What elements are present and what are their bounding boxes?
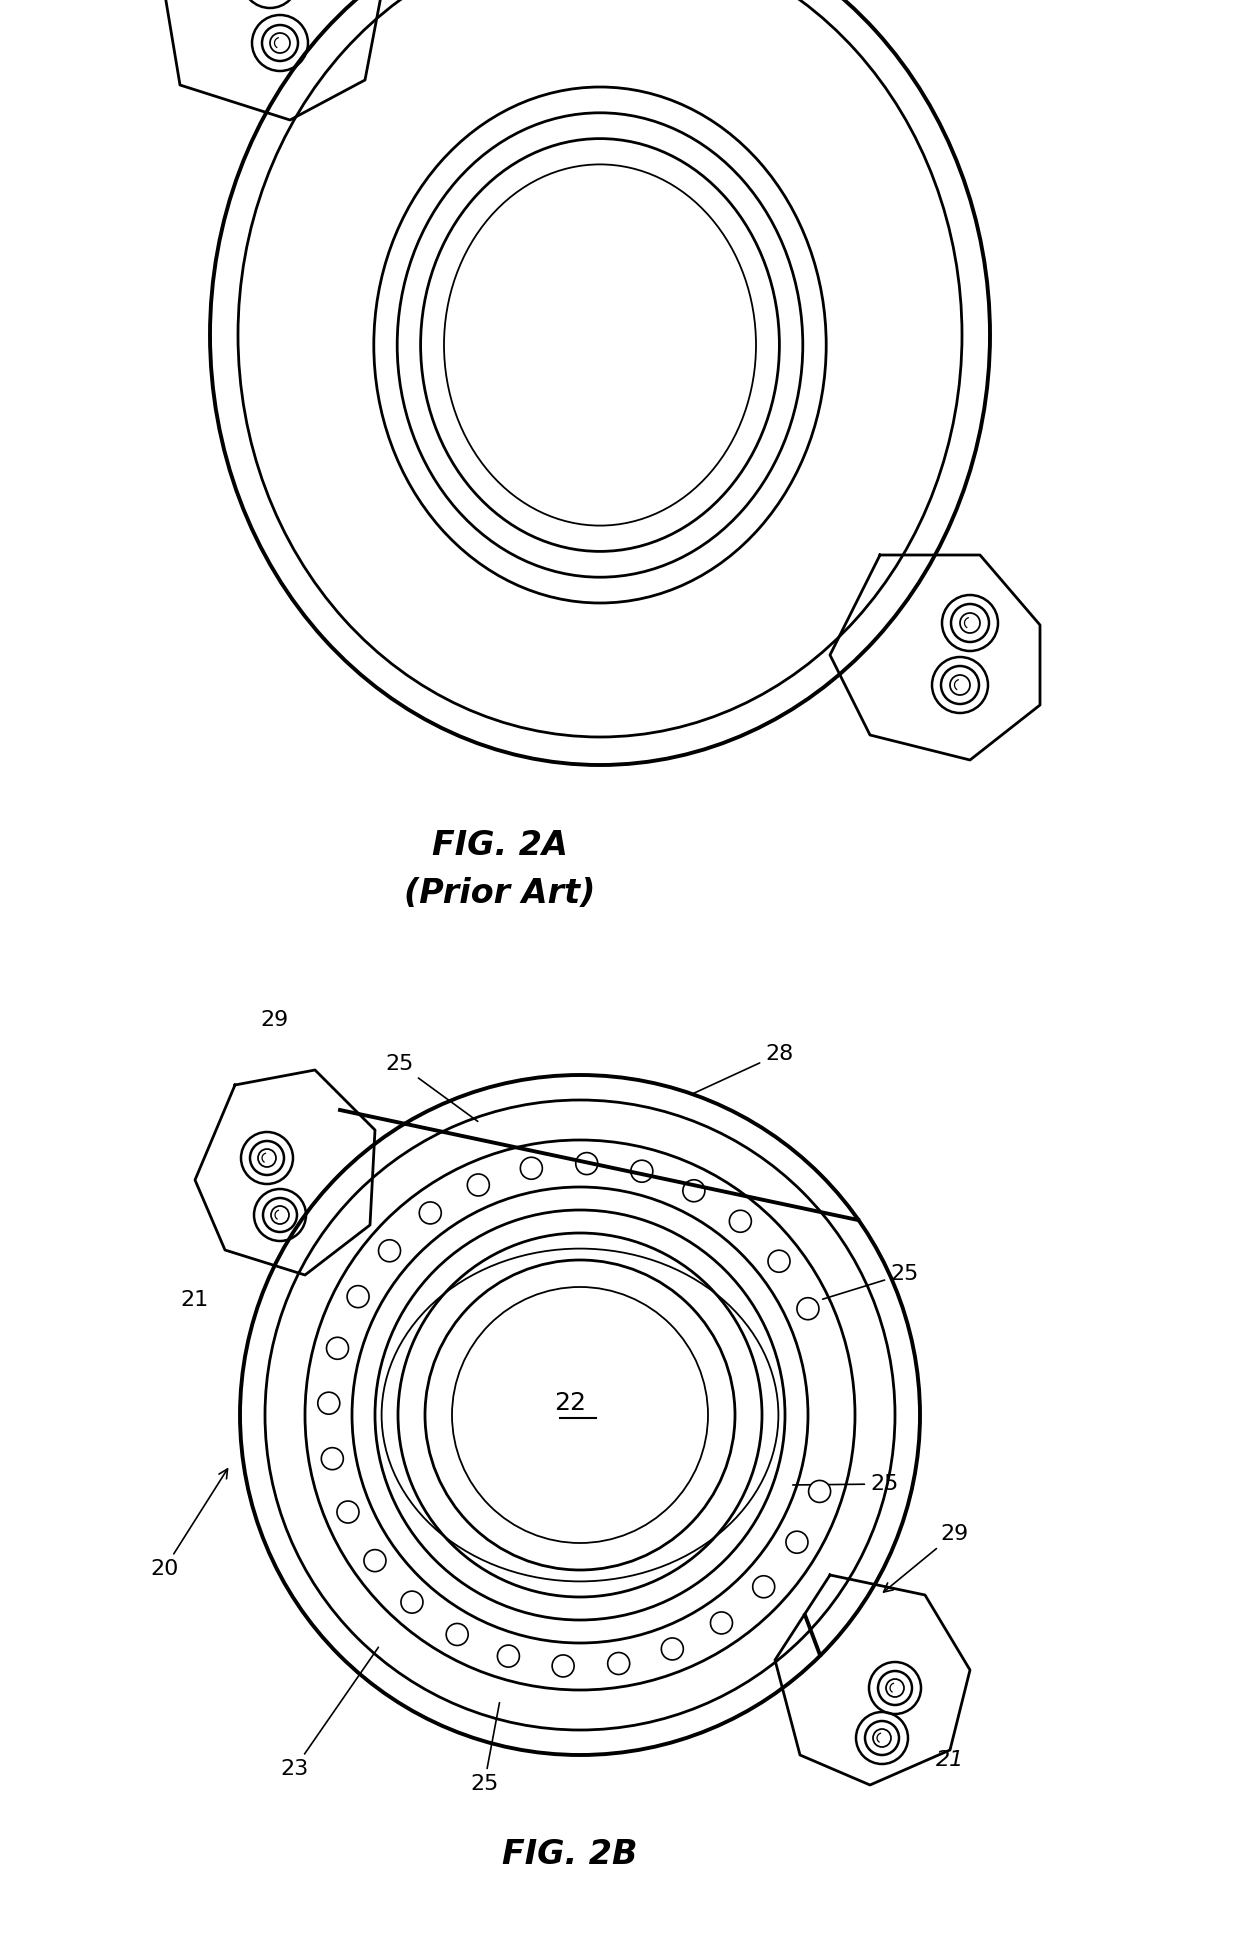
Circle shape bbox=[575, 1153, 598, 1175]
Circle shape bbox=[419, 1202, 441, 1225]
Circle shape bbox=[446, 1623, 469, 1645]
Text: 20: 20 bbox=[150, 1469, 227, 1579]
Circle shape bbox=[317, 1391, 340, 1414]
Circle shape bbox=[808, 1480, 831, 1502]
Circle shape bbox=[683, 1180, 704, 1202]
Text: 21: 21 bbox=[181, 1291, 210, 1310]
Text: 28: 28 bbox=[692, 1045, 794, 1093]
Text: 23: 23 bbox=[280, 1647, 378, 1778]
Circle shape bbox=[321, 1447, 343, 1471]
Circle shape bbox=[960, 613, 980, 633]
Ellipse shape bbox=[210, 0, 990, 764]
Circle shape bbox=[711, 1612, 733, 1633]
Text: 25: 25 bbox=[384, 1055, 477, 1122]
Circle shape bbox=[326, 1337, 348, 1358]
Circle shape bbox=[873, 1730, 892, 1747]
Text: (Prior Art): (Prior Art) bbox=[404, 877, 595, 909]
Circle shape bbox=[258, 1149, 277, 1167]
Text: 29: 29 bbox=[884, 1525, 968, 1593]
Circle shape bbox=[786, 1531, 808, 1554]
Text: 25: 25 bbox=[792, 1474, 898, 1494]
Circle shape bbox=[521, 1157, 542, 1178]
Circle shape bbox=[467, 1175, 490, 1196]
Circle shape bbox=[950, 675, 970, 695]
Circle shape bbox=[753, 1575, 775, 1598]
Circle shape bbox=[401, 1591, 423, 1614]
Circle shape bbox=[497, 1645, 520, 1668]
Text: FIG. 2B: FIG. 2B bbox=[502, 1838, 637, 1871]
Text: 25: 25 bbox=[822, 1264, 919, 1298]
Circle shape bbox=[661, 1637, 683, 1660]
Circle shape bbox=[887, 1680, 904, 1697]
Circle shape bbox=[608, 1652, 630, 1674]
Circle shape bbox=[729, 1209, 751, 1233]
Text: 25: 25 bbox=[470, 1703, 500, 1794]
Polygon shape bbox=[775, 1575, 970, 1784]
Circle shape bbox=[768, 1250, 790, 1271]
Circle shape bbox=[272, 1206, 289, 1225]
Circle shape bbox=[337, 1502, 358, 1523]
Circle shape bbox=[378, 1240, 401, 1262]
Text: FIG. 2A: FIG. 2A bbox=[432, 828, 568, 861]
Circle shape bbox=[365, 1550, 386, 1571]
Polygon shape bbox=[195, 1070, 374, 1275]
Text: 22: 22 bbox=[554, 1391, 587, 1414]
Circle shape bbox=[797, 1298, 818, 1320]
Circle shape bbox=[270, 33, 290, 52]
Text: 29: 29 bbox=[260, 1010, 289, 1029]
Circle shape bbox=[631, 1161, 652, 1182]
Circle shape bbox=[241, 1076, 920, 1755]
Circle shape bbox=[552, 1654, 574, 1678]
Polygon shape bbox=[830, 555, 1040, 760]
Circle shape bbox=[347, 1285, 370, 1308]
Polygon shape bbox=[165, 0, 384, 120]
Text: 21: 21 bbox=[936, 1749, 965, 1771]
